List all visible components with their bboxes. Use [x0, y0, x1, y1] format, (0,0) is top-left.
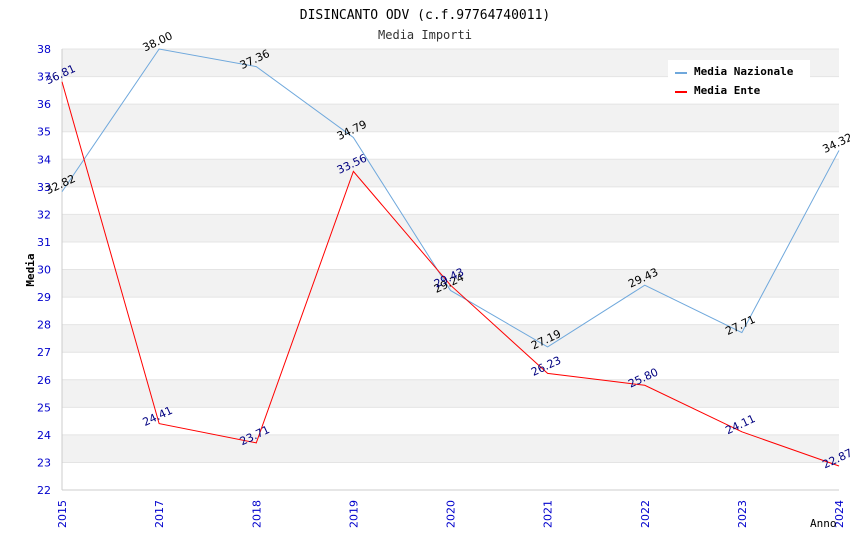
- chart-title: DISINCANTO ODV (c.f.97764740011): [300, 8, 550, 23]
- chart-subtitle: Media Importi: [378, 28, 472, 42]
- grid-band: [62, 214, 839, 242]
- y-tick-labels: 22 23 24 25 26 27 28 29 30 31 32 33 34 35 36 37 38: [37, 43, 51, 497]
- grid-band: [62, 269, 839, 298]
- y-tick-label: 30: [37, 264, 51, 277]
- x-tick-labels: 2015 2017 2018 2019 2020 2021 2022 2023 2024: [56, 500, 846, 528]
- y-tick-label: 32: [37, 208, 51, 221]
- y-tick-label: 23: [37, 456, 51, 469]
- y-tick-label: 34: [37, 153, 51, 166]
- y-tick-label: 24: [37, 429, 51, 442]
- y-tick-label: 33: [37, 181, 51, 194]
- grid-band: [62, 434, 839, 463]
- y-tick-label: 22: [37, 484, 51, 497]
- y-tick-label: 28: [37, 319, 51, 332]
- axes: [61, 49, 839, 491]
- series-line-ente: [61, 81, 840, 467]
- grid-band: [62, 159, 839, 187]
- x-tick-label: 2018: [250, 500, 263, 528]
- legend-label-ente: Media Ente: [694, 84, 761, 97]
- y-tick-label: 29: [37, 291, 51, 304]
- y-tick-label: 31: [37, 236, 51, 249]
- y-tick-label: 36: [37, 98, 51, 111]
- y-tick-label: 35: [37, 126, 51, 139]
- y-tick-label: 27: [37, 346, 51, 359]
- y-tick-label: 25: [37, 401, 51, 414]
- legend-label-nazionale: Media Nazionale: [694, 65, 794, 78]
- legend: Media Nazionale Media Ente: [668, 60, 810, 102]
- data-label: 32.82: [43, 172, 77, 197]
- x-tick-label: 2017: [153, 500, 166, 528]
- x-tick-label: 2015: [56, 500, 69, 528]
- y-tick-label: 26: [37, 374, 51, 387]
- series-lines: [61, 48, 840, 467]
- data-label: 34.32: [820, 131, 850, 156]
- y-axis-label: Media: [24, 253, 37, 286]
- x-tick-label: 2023: [736, 500, 749, 528]
- x-tick-label: 2020: [445, 500, 458, 528]
- grid-band: [62, 324, 839, 353]
- y-tick-label: 38: [37, 43, 51, 56]
- legend-box: [668, 60, 810, 102]
- grid-band: [62, 379, 839, 408]
- grid-bands: [62, 49, 839, 463]
- y-tick-label: 37: [37, 71, 51, 84]
- x-tick-label: 2022: [639, 500, 652, 528]
- data-label: 24.11: [723, 412, 757, 437]
- x-tick-label: 2019: [347, 500, 360, 528]
- data-label: 36.81: [43, 62, 77, 87]
- x-tick-label: 2024: [833, 500, 846, 528]
- series-line-nazionale: [61, 48, 840, 348]
- x-tick-label: 2021: [542, 500, 555, 528]
- x-axis-label: Anno: [810, 517, 837, 530]
- grid-band: [62, 104, 839, 132]
